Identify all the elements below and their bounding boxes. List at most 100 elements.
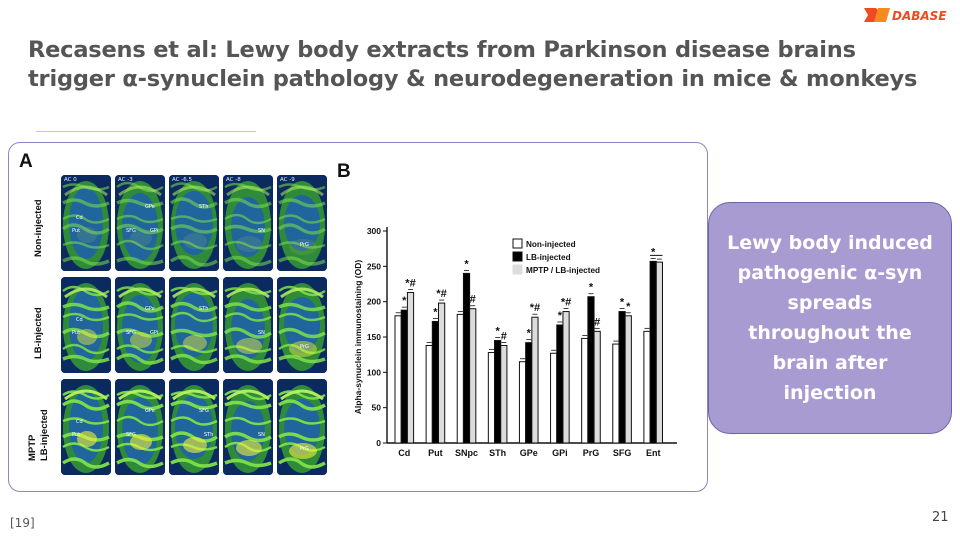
significance-mark: # (594, 316, 600, 328)
bar-Put-2 (438, 302, 446, 444)
region-label: PrG (300, 344, 309, 350)
significance-mark: * (620, 297, 625, 309)
bar-GPi-0 (550, 352, 558, 444)
bar-Ent-0 (643, 330, 651, 444)
brain-section: AC -3 SFG GPe GPi (115, 175, 165, 271)
page-number: 21 (932, 510, 949, 525)
bar-Put-0 (425, 344, 433, 444)
brain-section: AC -6.5 STh (169, 175, 219, 271)
panel-a-brain-sections: AC 0 Cd Put AC -3 SFG GPe GPi AC -6.5 STh (61, 175, 331, 475)
logo-text: DABASE (892, 9, 947, 23)
legend-swatch-2 (512, 264, 523, 275)
significance-mark: * (495, 326, 500, 338)
brain-section: SN (223, 379, 273, 475)
row-label-2-1: LB-injected (39, 409, 50, 461)
x-tick-label: STh (489, 448, 506, 458)
bar-Cd-0 (394, 315, 402, 444)
region-label: STh (199, 306, 209, 312)
y-tick-label: 150 (367, 332, 381, 342)
brain-section: SFG GPe (115, 379, 165, 475)
significance-mark: *# (436, 288, 446, 300)
region-label: GPe (145, 306, 155, 312)
significance-mark: * (558, 310, 563, 322)
x-tick-label: PrG (583, 448, 600, 458)
row-label-2-0: MPTP (27, 434, 38, 461)
brain-section: PrG (277, 277, 327, 373)
x-tick-label: SFG (613, 448, 632, 458)
legend-label-0: Non-injected (526, 240, 576, 249)
bar-SNpc-2 (469, 308, 477, 444)
region-label: GPe (145, 204, 155, 210)
x-tick-label: SNpc (455, 448, 478, 458)
row-label-1-0: LB-injected (33, 307, 44, 359)
bar-GPi-1 (556, 324, 564, 444)
y-tick-label: 250 (367, 261, 381, 271)
brain-section: STh (169, 277, 219, 373)
brain-section: Cd Put (61, 379, 111, 475)
significance-mark: * (651, 246, 656, 258)
ac-level-label: AC 0 (64, 177, 77, 183)
panel-b-letter: B (337, 161, 351, 182)
significance-mark: *# (561, 297, 571, 309)
region-label: Put (72, 330, 81, 336)
brain-section: AC -9 PrG (277, 175, 327, 271)
bar-PrG-2 (593, 330, 601, 444)
reference-number: [19] (10, 516, 35, 530)
summary-callout: Lewy body induced pathogenic α-syn sprea… (708, 202, 952, 434)
region-label: Put (72, 432, 81, 438)
region-label: SN (258, 432, 265, 438)
bar-STh-1 (494, 340, 502, 444)
bar-Cd-2 (406, 291, 415, 444)
brain-section: SFG GPe GPi (115, 277, 165, 373)
region-label: SFG (126, 330, 136, 336)
y-tick-label: 200 (367, 297, 381, 307)
title-underline (36, 131, 256, 132)
region-label: SFG (126, 228, 136, 234)
significance-mark: * (464, 258, 469, 270)
region-label: GPi (150, 330, 159, 336)
significance-mark: * (433, 306, 438, 318)
title-line-1: Recasens et al: Lewy body extracts from … (28, 37, 856, 63)
callout-text: Lewy body induced pathogenic α-syn sprea… (727, 232, 933, 404)
ac-level-label: AC -8 (226, 177, 241, 183)
brain-section: SN (223, 277, 273, 373)
significance-mark: *# (530, 302, 540, 314)
region-label: Put (72, 228, 81, 234)
brain-section: AC -8 SN (223, 175, 273, 271)
x-tick-label: Ent (646, 448, 661, 458)
ac-level-label: AC -9 (280, 177, 295, 183)
bar-STh-2 (500, 344, 508, 444)
y-tick-label: 300 (367, 226, 381, 236)
y-tick-label: 50 (372, 403, 382, 413)
region-label: STh (199, 204, 209, 210)
bar-PrG-0 (581, 337, 589, 444)
brain-section: AC 0 Cd Put (61, 175, 111, 271)
x-tick-label: Cd (398, 448, 410, 458)
region-label: PrG (300, 446, 309, 452)
region-label: Cd (76, 317, 83, 323)
bar-GPe-0 (518, 361, 527, 444)
y-axis-label: Alpha-synuclein immunostaining (OD) (353, 260, 363, 415)
bar-Ent-1 (649, 260, 657, 444)
legend-swatch-1 (512, 251, 523, 262)
slide-title: Recasens et al: Lewy body extracts from … (28, 36, 948, 94)
significance-mark: * (589, 282, 594, 294)
region-label: GPe (145, 408, 155, 414)
bar-GPi-2 (562, 311, 570, 444)
figure-frame: A Non-injected LB-injected MPTP LB-injected… (8, 142, 708, 492)
panel-b-bar-chart: B 0 50 100 150 200 250 300 Alpha-synuclein immun… (337, 161, 677, 458)
bar-GPe-2 (531, 316, 539, 444)
dabase-logo: DABASE (864, 8, 947, 23)
legend-label-2: MPTP / LB-injected (526, 266, 600, 275)
brain-section: Cd Put (61, 277, 111, 373)
significance-mark: *# (405, 277, 415, 289)
brain-section: PrG (277, 379, 327, 475)
figure: A Non-injected LB-injected MPTP LB-injected… (19, 151, 707, 487)
bar-SNpc-0 (456, 313, 464, 444)
panel-a-letter: A (19, 151, 33, 172)
region-label: SFG (126, 432, 136, 438)
title-line-2: trigger α-synuclein pathology & neurodeg… (28, 66, 918, 92)
bar-Cd-1 (400, 309, 408, 444)
ac-level-label: AC -6.5 (172, 177, 192, 183)
region-label: PrG (300, 242, 309, 248)
